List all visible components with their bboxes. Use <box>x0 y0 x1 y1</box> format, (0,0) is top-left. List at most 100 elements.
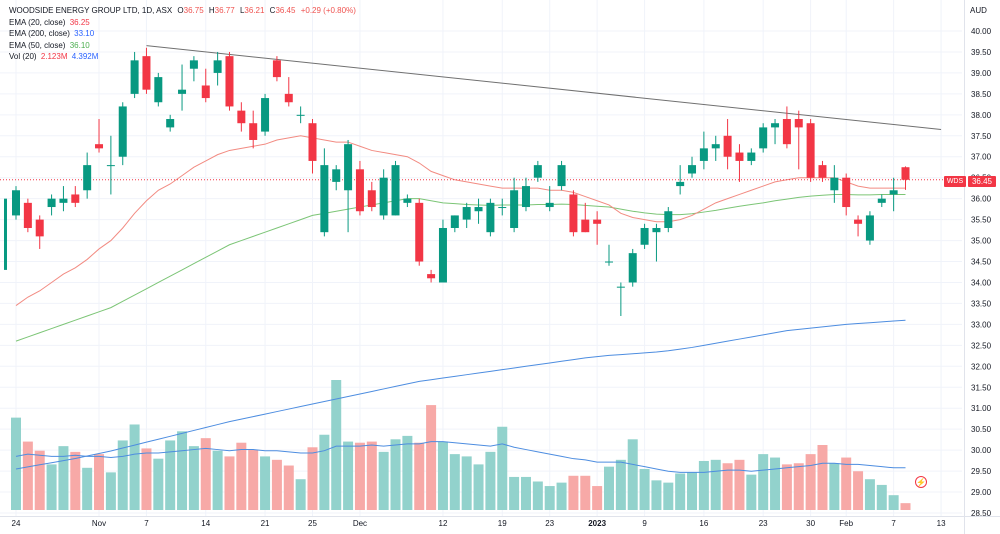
candle-body <box>35 219 44 237</box>
currency-label[interactable]: AUD <box>970 6 987 15</box>
candle-body <box>344 144 353 191</box>
price-tick-label: 38.00 <box>971 111 992 120</box>
price-tick-label: 37.50 <box>971 132 992 141</box>
candle-body <box>865 215 874 241</box>
ema50-value: 36.10 <box>69 40 90 50</box>
price-axis[interactable]: 28.50 29.00 29.50 30.00 30.50 31.00 31.50 32.00… <box>964 0 992 534</box>
candle <box>320 148 329 237</box>
candle <box>486 198 495 237</box>
volume-bar <box>544 486 555 510</box>
time-tick-label: 13 <box>937 519 946 528</box>
volume-bar <box>390 439 401 510</box>
candle <box>59 186 68 212</box>
volume-bar <box>532 481 543 510</box>
candle <box>296 106 305 124</box>
price-tick-label: 29.00 <box>971 488 992 497</box>
candle <box>415 198 424 266</box>
volume-value: 2.123M <box>40 52 68 61</box>
price-tick-label: 34.50 <box>971 258 992 267</box>
volume-bar <box>319 434 330 510</box>
candle <box>367 181 376 212</box>
legend-volume[interactable]: Vol (20) 2.123M 4.392M <box>9 51 356 63</box>
price-tick-label: 31.50 <box>971 383 992 392</box>
volume-bar <box>639 468 650 510</box>
candle-body <box>59 198 68 203</box>
volume-bar <box>520 476 531 510</box>
symbol-title[interactable]: WOODSIDE ENERGY GROUP LTD, 1D, ASX <box>9 6 173 15</box>
candle-body <box>759 127 768 149</box>
high-value: 36.77 <box>214 6 235 15</box>
candle-body <box>688 165 697 174</box>
candle-body <box>771 123 780 128</box>
candle <box>249 110 258 149</box>
time-tick-label: 23 <box>759 519 768 528</box>
candle <box>640 223 649 249</box>
volume-bar <box>212 450 223 510</box>
candle-body <box>320 165 329 233</box>
time-tick-label: 16 <box>699 519 708 528</box>
volume-bar <box>568 475 579 510</box>
price-tick-label: 40.00 <box>971 27 992 36</box>
volume-ma-value: 4.392M <box>71 52 99 61</box>
volume-bar <box>734 459 745 510</box>
ema200-label: EMA (200, close) <box>9 29 70 38</box>
time-tick-label: Feb <box>839 519 853 528</box>
candle-body <box>438 227 447 283</box>
candle <box>237 102 246 132</box>
volume-ma-line <box>15 441 906 473</box>
candle <box>545 186 554 212</box>
candle <box>47 194 56 216</box>
volume-bar <box>94 454 105 510</box>
candle <box>201 68 210 103</box>
legend-ema20[interactable]: EMA (20, close) 36.25 <box>9 17 356 29</box>
volume-bar <box>366 441 377 510</box>
candle <box>83 152 92 199</box>
price-tick-label: 37.00 <box>971 153 992 162</box>
time-tick-label: 2023 <box>588 519 606 528</box>
candle-body <box>308 123 317 161</box>
candle <box>723 119 732 170</box>
trend-line[interactable] <box>146 45 942 130</box>
candles <box>4 47 910 317</box>
candle <box>71 186 80 208</box>
legend-ema200[interactable]: EMA (200, close) 33.10 <box>9 28 356 40</box>
candle-body <box>166 119 175 128</box>
time-tick-label: 24 <box>12 519 21 528</box>
volume-bar <box>165 440 176 510</box>
volume-bar <box>841 457 852 510</box>
volume-bar <box>687 472 698 510</box>
price-tick-label: 32.00 <box>971 362 992 371</box>
candle-body <box>71 194 80 203</box>
candle <box>130 51 139 99</box>
volume-bar <box>853 471 864 510</box>
volume-bar <box>663 482 674 510</box>
candle <box>569 190 578 237</box>
candle-body <box>23 202 32 228</box>
candle-body <box>83 165 92 191</box>
time-tick-label: Nov <box>92 519 106 528</box>
high-label: H <box>208 6 215 15</box>
candle <box>23 198 32 233</box>
candle <box>616 282 625 317</box>
candle <box>771 119 780 145</box>
volume-bar <box>283 465 294 510</box>
candle <box>533 160 542 182</box>
lightning-icon[interactable]: ⚡ <box>915 476 927 488</box>
candle-body <box>154 77 163 103</box>
volume-bar <box>82 467 93 510</box>
candle <box>35 215 44 249</box>
ema50-label: EMA (50, close) <box>9 40 66 50</box>
volume-bar <box>556 482 567 510</box>
candle-body <box>427 274 436 279</box>
time-axis[interactable]: 24 Nov 7 14 21 25 Dec 12 19 23 2023 9 16 23 30 Feb 7 13 <box>0 516 1000 529</box>
legend-ema50[interactable]: EMA (50, close) 36.10 <box>9 40 356 52</box>
candle <box>106 135 115 195</box>
candle-body <box>474 207 483 212</box>
price-tick-label: 29.50 <box>971 467 992 476</box>
candle <box>877 194 886 208</box>
volume-bar <box>295 479 306 510</box>
volume-bar <box>461 456 472 510</box>
candle <box>818 160 827 182</box>
